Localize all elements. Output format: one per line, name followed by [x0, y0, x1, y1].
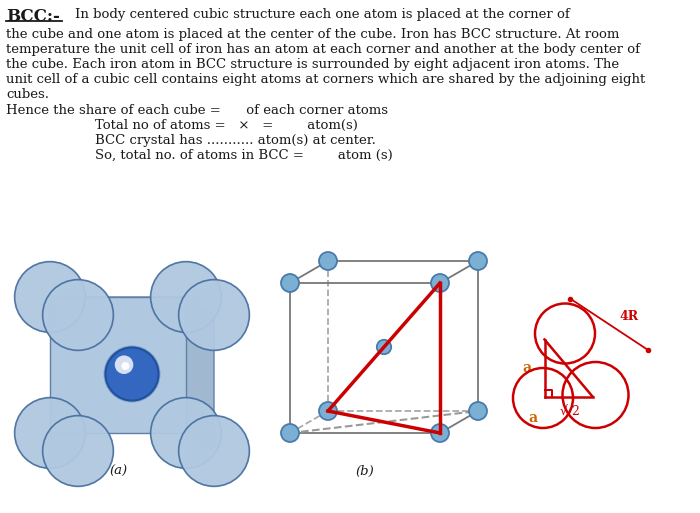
Circle shape [431, 274, 449, 292]
Circle shape [150, 262, 221, 332]
Polygon shape [50, 297, 186, 433]
Circle shape [43, 416, 113, 486]
Text: a: a [522, 361, 531, 375]
Text: unit cell of a cubic cell contains eight atoms at corners which are shared by th: unit cell of a cubic cell contains eight… [6, 73, 645, 86]
Circle shape [15, 398, 85, 468]
Circle shape [281, 274, 299, 292]
Text: BCC crystal has ........... atom(s) at center.: BCC crystal has ........... atom(s) at c… [95, 134, 376, 147]
Text: 4R: 4R [619, 310, 638, 323]
Text: So, total no. of atoms in BCC =        atom (s): So, total no. of atoms in BCC = atom (s) [95, 149, 393, 162]
Circle shape [150, 398, 221, 468]
Circle shape [43, 280, 113, 350]
Circle shape [104, 345, 160, 403]
Text: the cube. Each iron atom in BCC structure is surrounded by eight adjacent iron a: the cube. Each iron atom in BCC structur… [6, 58, 619, 71]
Circle shape [15, 262, 85, 332]
Polygon shape [50, 297, 214, 315]
Circle shape [106, 347, 158, 401]
Text: (b): (b) [356, 465, 375, 478]
Text: a: a [528, 411, 537, 425]
Circle shape [178, 416, 249, 486]
Text: √ 2: √ 2 [559, 405, 580, 418]
Text: Total no of atoms =   ×   =        atom(s): Total no of atoms = × = atom(s) [95, 119, 358, 132]
Text: BCC:-: BCC:- [6, 8, 60, 25]
Circle shape [469, 402, 487, 420]
Text: temperature the unit cell of iron has an atom at each corner and another at the : temperature the unit cell of iron has an… [6, 43, 640, 56]
Circle shape [319, 252, 337, 270]
Circle shape [121, 362, 130, 370]
Text: Hence the share of each cube =      of each corner atoms: Hence the share of each cube = of each c… [6, 104, 388, 117]
Circle shape [178, 280, 249, 350]
Text: cubes.: cubes. [6, 88, 49, 101]
Circle shape [319, 402, 337, 420]
Text: (a): (a) [109, 465, 127, 478]
Polygon shape [186, 297, 214, 451]
Text: In body centered cubic structure each one atom is placed at the corner of: In body centered cubic structure each on… [75, 8, 570, 21]
Circle shape [115, 356, 133, 374]
Circle shape [281, 424, 299, 442]
Text: the cube and one atom is placed at the center of the cube. Iron has BCC structur: the cube and one atom is placed at the c… [6, 28, 620, 41]
Circle shape [431, 424, 449, 442]
Circle shape [377, 340, 391, 354]
Circle shape [469, 252, 487, 270]
